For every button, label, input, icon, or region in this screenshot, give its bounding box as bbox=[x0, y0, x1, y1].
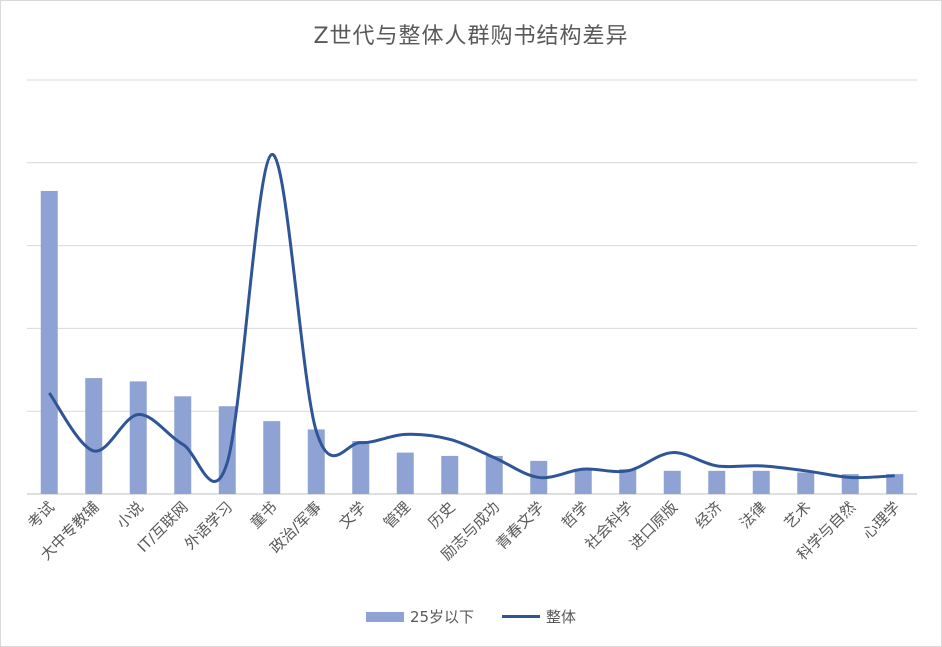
bar bbox=[574, 469, 592, 494]
bar bbox=[85, 378, 103, 494]
legend: 25岁以下 整体 bbox=[0, 606, 942, 627]
category-label: 历史 bbox=[425, 498, 459, 532]
category-label: 哲学 bbox=[558, 498, 592, 532]
category-label: 法律 bbox=[736, 498, 770, 532]
bar bbox=[218, 406, 236, 494]
bar bbox=[129, 381, 147, 494]
bar bbox=[40, 190, 58, 494]
bar bbox=[663, 470, 681, 494]
category-label: 童书 bbox=[247, 498, 281, 532]
category-label: 外语学习 bbox=[181, 498, 236, 553]
category-label: 经济 bbox=[692, 498, 726, 532]
legend-item-bar: 25岁以下 bbox=[365, 606, 475, 627]
legend-label-line: 整体 bbox=[546, 608, 577, 626]
category-label: 艺术 bbox=[781, 498, 815, 532]
bar bbox=[752, 470, 770, 494]
bar bbox=[396, 452, 414, 494]
category-label: 青春文学 bbox=[492, 498, 547, 553]
bar bbox=[708, 470, 726, 494]
category-label: 进口原版 bbox=[626, 498, 681, 553]
bar bbox=[797, 472, 815, 494]
category-label: 小说 bbox=[113, 498, 147, 532]
legend-swatch-line bbox=[502, 615, 541, 618]
series-line bbox=[48, 153, 895, 483]
category-label: 心理学 bbox=[859, 498, 904, 543]
chart-title: Z世代与整体人群购书结构差异 bbox=[313, 24, 629, 49]
bar bbox=[886, 474, 904, 494]
bar bbox=[485, 455, 503, 494]
bar bbox=[263, 421, 281, 494]
legend-item-line: 整体 bbox=[502, 606, 576, 627]
bar bbox=[841, 474, 859, 494]
bar bbox=[441, 455, 459, 494]
category-label: 管理 bbox=[380, 498, 414, 532]
category-label: 社会科学 bbox=[581, 498, 636, 553]
bar bbox=[307, 429, 325, 494]
legend-swatch-bar bbox=[365, 611, 404, 622]
category-label: 文学 bbox=[336, 498, 370, 532]
legend-label-bar: 25岁以下 bbox=[409, 608, 475, 626]
bar bbox=[619, 469, 637, 494]
category-label: 考试 bbox=[24, 498, 58, 532]
bar bbox=[352, 441, 370, 494]
